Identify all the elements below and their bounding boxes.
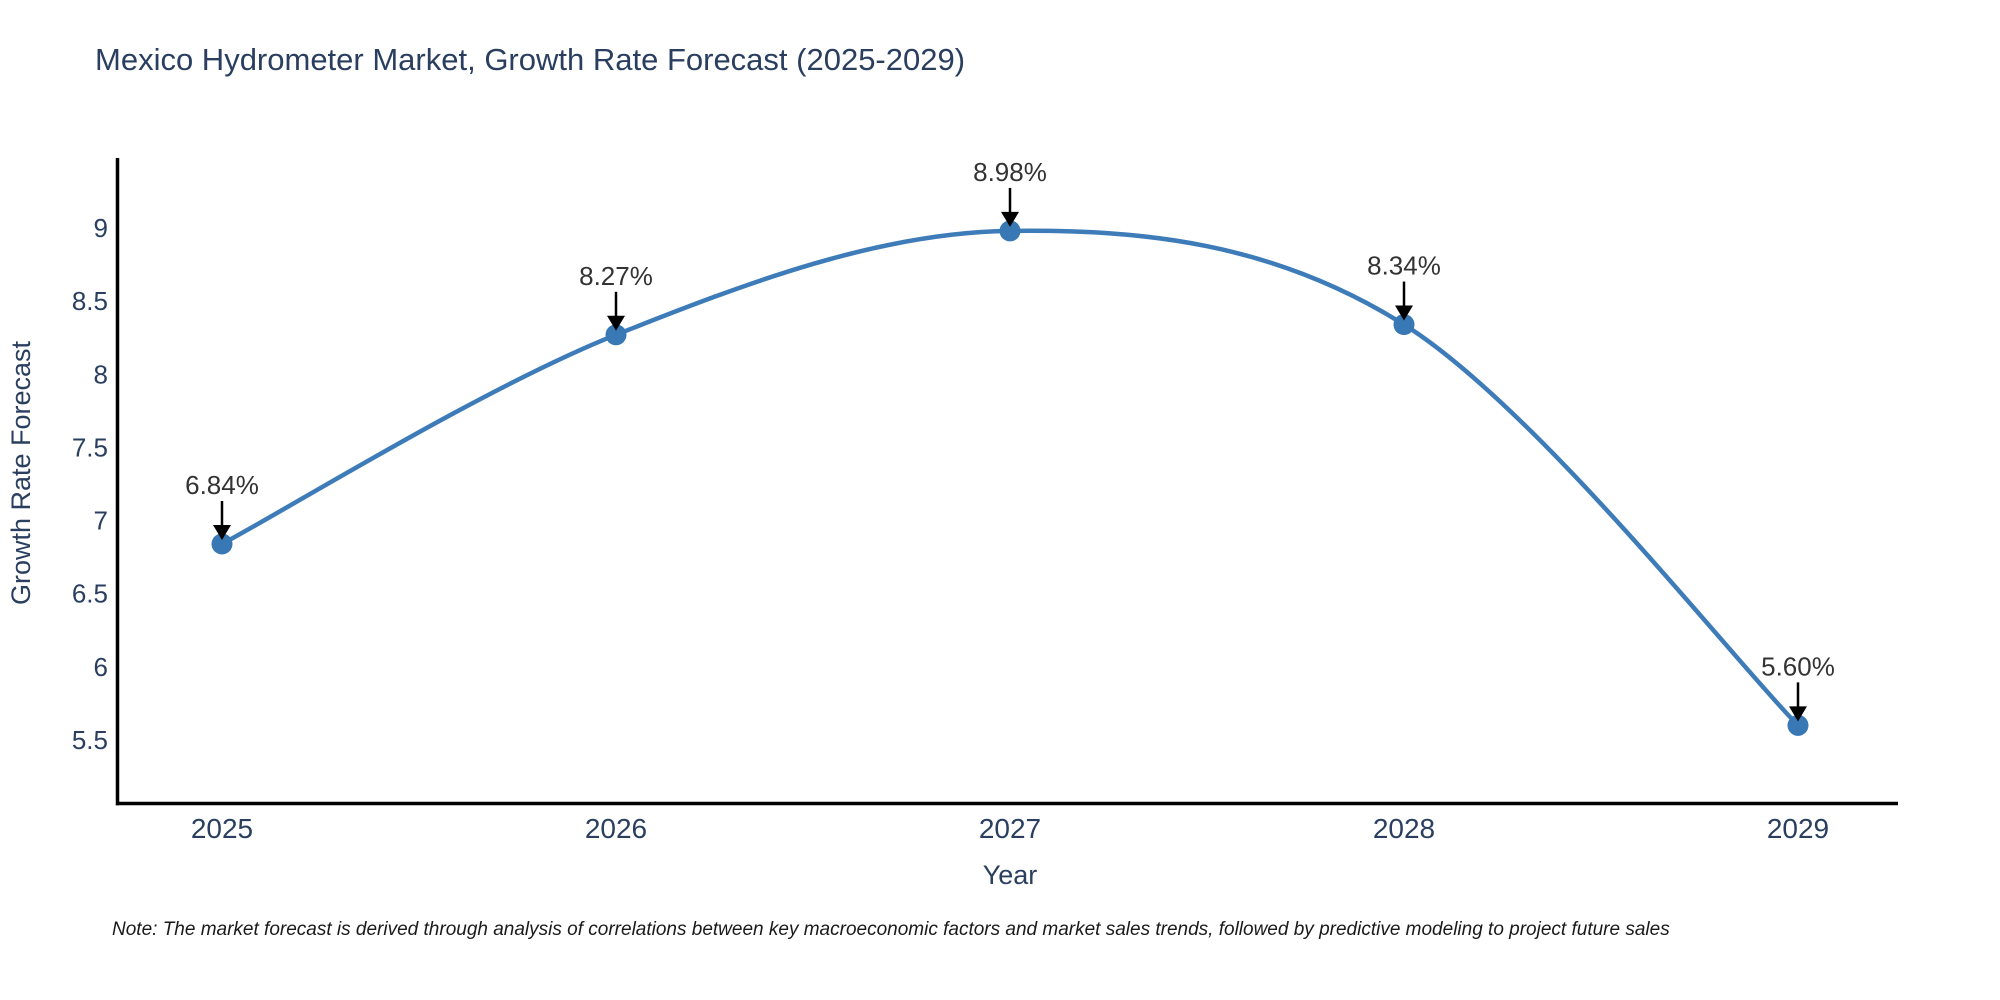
- x-tick-label: 2026: [585, 813, 647, 844]
- data-point-label: 6.84%: [185, 470, 259, 500]
- y-tick-label: 8: [94, 359, 108, 389]
- x-tick-label: 2028: [1373, 813, 1435, 844]
- annotation-arrowhead: [213, 524, 231, 540]
- x-tick-label: 2029: [1767, 813, 1829, 844]
- annotation-arrowhead: [1789, 706, 1807, 722]
- data-point-marker[interactable]: [605, 324, 627, 346]
- annotation-arrowhead: [607, 315, 625, 331]
- forecast-line: [219, 228, 1801, 728]
- y-tick-label: 5.5: [72, 725, 108, 755]
- data-point-marker[interactable]: [1787, 714, 1809, 736]
- x-tick-label: 2025: [191, 813, 253, 844]
- x-tick-label: 2027: [979, 813, 1041, 844]
- annotation-arrowhead: [1001, 211, 1019, 227]
- data-point-marker[interactable]: [211, 533, 233, 555]
- annotation-arrowhead: [1395, 305, 1413, 321]
- data-point-marker[interactable]: [1393, 314, 1415, 336]
- y-tick-label: 6: [94, 652, 108, 682]
- x-axis-title: Year: [982, 860, 1038, 890]
- data-point-label: 8.34%: [1367, 251, 1441, 281]
- chart-title: Mexico Hydrometer Market, Growth Rate Fo…: [95, 42, 966, 77]
- data-point-label: 8.98%: [973, 157, 1047, 187]
- data-point-label: 8.27%: [579, 261, 653, 291]
- y-tick-label: 6.5: [72, 579, 108, 609]
- data-point-marker[interactable]: [999, 220, 1021, 242]
- y-tick-label: 7.5: [72, 432, 108, 462]
- data-point-label: 5.60%: [1761, 651, 1835, 681]
- footnote: Note: The market forecast is derived thr…: [112, 919, 1670, 940]
- y-tick-label: 9: [94, 213, 108, 243]
- y-tick-label: 8.5: [72, 286, 108, 316]
- y-tick-label: 7: [94, 506, 108, 536]
